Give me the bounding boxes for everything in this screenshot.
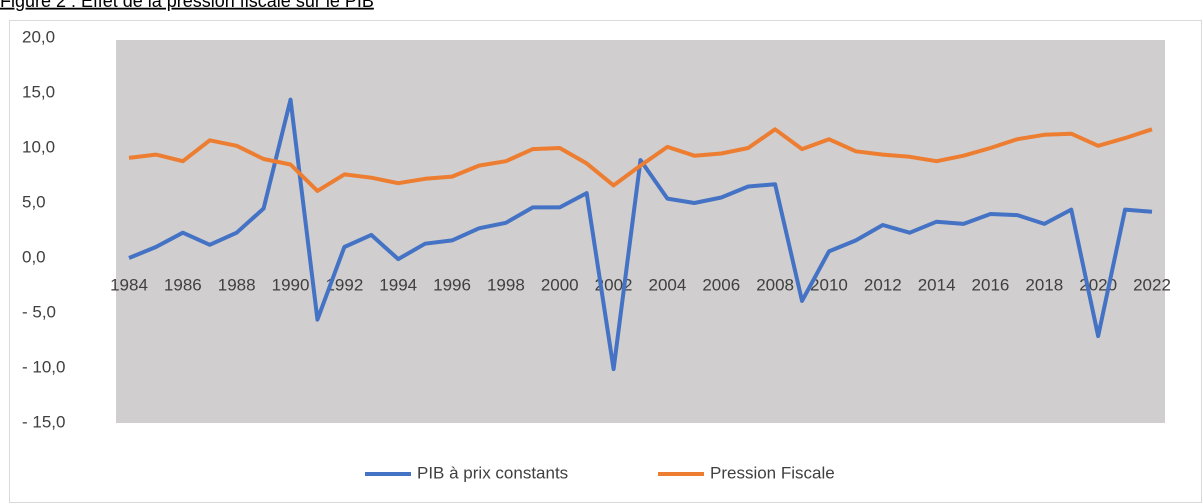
x-tick-label: 2014 bbox=[918, 275, 956, 294]
y-tick-label: 10,0 bbox=[22, 137, 55, 156]
series-line bbox=[128, 127, 1153, 193]
y-tick-label: 0,0 bbox=[22, 247, 46, 266]
y-tick-label: 15,0 bbox=[22, 82, 55, 101]
x-tick-label: 2006 bbox=[702, 275, 740, 294]
chart-title: Figure 2 : Effet de la pression fiscale … bbox=[0, 0, 374, 11]
y-tick-label: 5,0 bbox=[22, 192, 46, 211]
y-tick-label: - 5,0 bbox=[22, 302, 56, 321]
x-tick-label: 1984 bbox=[110, 275, 148, 294]
y-tick-label: 20,0 bbox=[22, 27, 55, 46]
x-tick-label: 1996 bbox=[433, 275, 471, 294]
x-tick-label: 2004 bbox=[649, 275, 687, 294]
y-tick-label: - 15,0 bbox=[22, 412, 65, 431]
y-tick-label: - 10,0 bbox=[22, 357, 65, 376]
x-tick-label: 1990 bbox=[272, 275, 310, 294]
x-tick-label: 2010 bbox=[810, 275, 848, 294]
x-tick-label: 2008 bbox=[756, 275, 794, 294]
x-tick-label: 2000 bbox=[541, 275, 579, 294]
x-tick-label: 1986 bbox=[164, 275, 202, 294]
x-tick-label: 1994 bbox=[379, 275, 417, 294]
x-tick-label: 2016 bbox=[972, 275, 1010, 294]
x-tick-label: 1988 bbox=[218, 275, 256, 294]
x-tick-label: 1998 bbox=[487, 275, 525, 294]
legend-label: PIB à prix constants bbox=[417, 463, 568, 482]
legend-label: Pression Fiscale bbox=[710, 463, 835, 482]
x-tick-label: 2022 bbox=[1133, 275, 1171, 294]
plot-area bbox=[116, 40, 1165, 423]
x-tick-label: 1992 bbox=[325, 275, 363, 294]
x-tick-label: 2012 bbox=[864, 275, 902, 294]
x-tick-label: 2018 bbox=[1025, 275, 1063, 294]
